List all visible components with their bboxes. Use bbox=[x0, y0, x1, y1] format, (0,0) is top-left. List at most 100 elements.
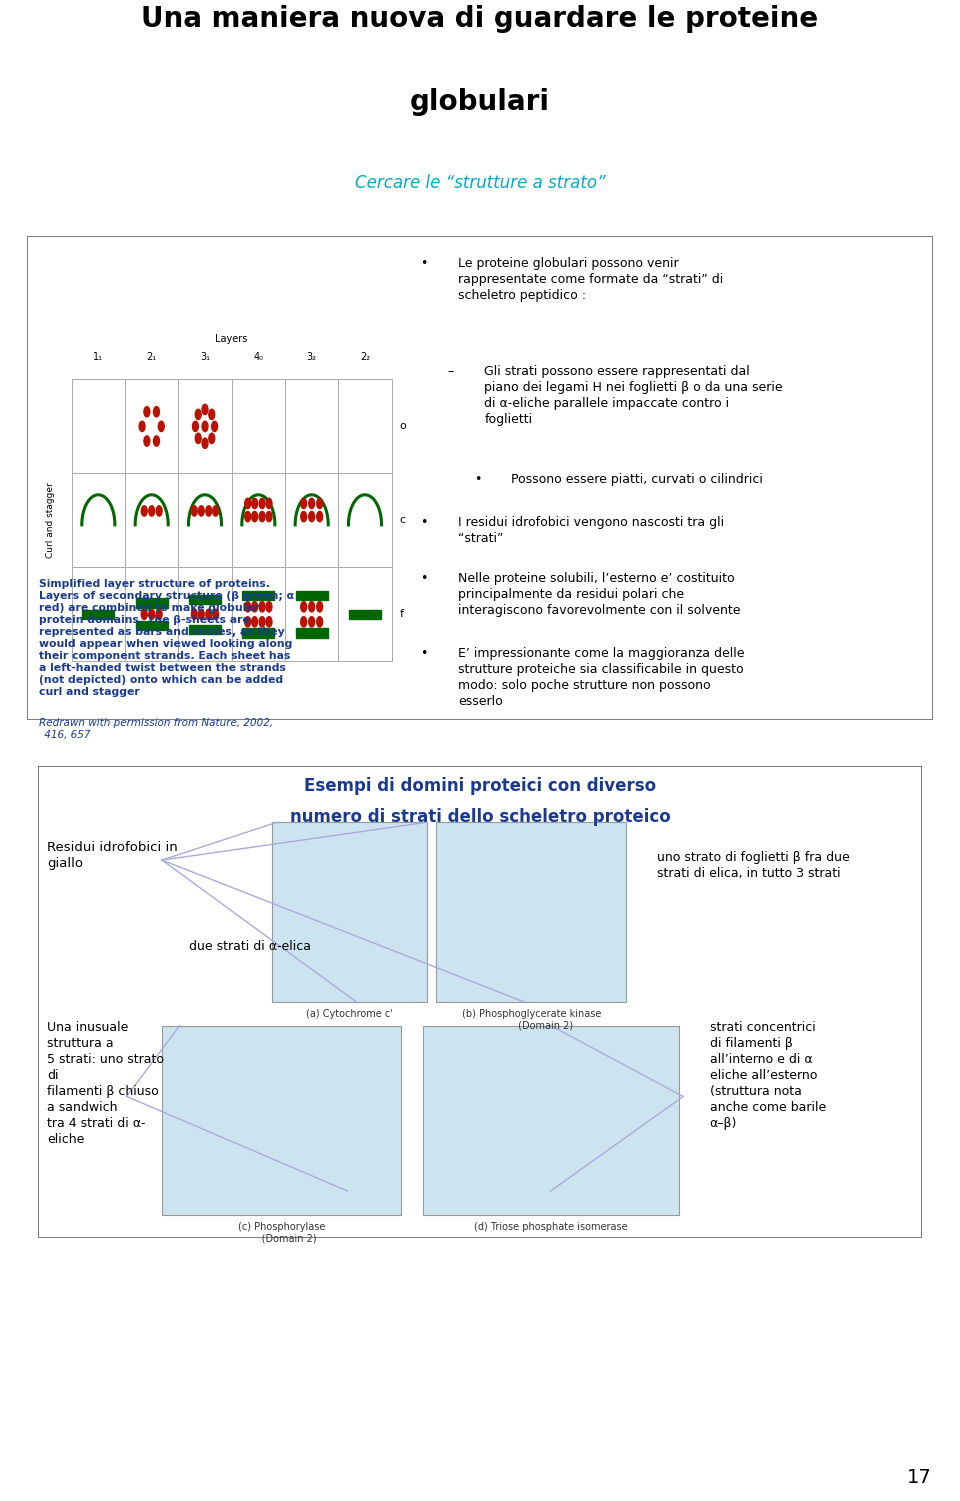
Text: c: c bbox=[399, 515, 406, 525]
Circle shape bbox=[144, 407, 150, 417]
Circle shape bbox=[158, 422, 164, 432]
Text: 17: 17 bbox=[906, 1468, 931, 1487]
Text: f: f bbox=[399, 609, 404, 620]
Bar bbox=[135, 621, 168, 630]
Circle shape bbox=[144, 435, 150, 446]
Text: 3₂: 3₂ bbox=[306, 353, 317, 363]
Circle shape bbox=[245, 512, 251, 522]
Bar bbox=[242, 629, 275, 638]
Bar bbox=[231, 380, 285, 473]
Bar bbox=[125, 473, 179, 567]
Circle shape bbox=[252, 512, 257, 522]
Bar bbox=[231, 567, 285, 662]
Circle shape bbox=[139, 422, 145, 432]
Circle shape bbox=[245, 498, 251, 509]
Circle shape bbox=[149, 609, 155, 620]
Text: o: o bbox=[399, 422, 406, 431]
Text: Esempi di domini proteici con diverso: Esempi di domini proteici con diverso bbox=[304, 778, 656, 796]
Circle shape bbox=[309, 602, 315, 612]
Text: 2₁: 2₁ bbox=[147, 353, 156, 363]
Bar bbox=[189, 624, 221, 633]
Bar bbox=[285, 473, 338, 567]
Bar bbox=[231, 473, 285, 567]
Circle shape bbox=[266, 617, 272, 627]
Text: Una inusuale
struttura a
5 strati: uno strato
di
filamenti β chiuso
a sandwich
t: Una inusuale struttura a 5 strati: uno s… bbox=[47, 1021, 164, 1145]
Text: (d) Triose phosphate isomerase: (d) Triose phosphate isomerase bbox=[474, 1222, 628, 1232]
Circle shape bbox=[317, 498, 323, 509]
Circle shape bbox=[300, 512, 306, 522]
Circle shape bbox=[317, 602, 323, 612]
Bar bbox=[72, 473, 125, 567]
Circle shape bbox=[213, 609, 219, 620]
Circle shape bbox=[266, 512, 272, 522]
Text: –: – bbox=[447, 365, 453, 378]
Text: Layers: Layers bbox=[215, 333, 248, 344]
Circle shape bbox=[245, 602, 251, 612]
Text: Nelle proteine solubili, l’esterno e’ costituito
principalmente da residui polar: Nelle proteine solubili, l’esterno e’ co… bbox=[458, 572, 740, 617]
Circle shape bbox=[154, 435, 159, 446]
Bar bbox=[296, 591, 327, 600]
Circle shape bbox=[141, 506, 147, 516]
Circle shape bbox=[259, 512, 265, 522]
Text: uno strato di foglietti β fra due
strati di elica, in tutto 3 strati: uno strato di foglietti β fra due strati… bbox=[657, 851, 850, 880]
Text: 2₂: 2₂ bbox=[360, 353, 370, 363]
Circle shape bbox=[300, 617, 306, 627]
Circle shape bbox=[149, 506, 155, 516]
Circle shape bbox=[203, 438, 208, 449]
Text: •: • bbox=[420, 647, 428, 660]
Text: E’ impressionante come la maggioranza delle
strutture proteiche sia classificabi: E’ impressionante come la maggioranza de… bbox=[458, 647, 744, 708]
Circle shape bbox=[199, 506, 204, 516]
Circle shape bbox=[199, 609, 204, 620]
Text: •: • bbox=[420, 572, 428, 585]
Circle shape bbox=[317, 617, 323, 627]
Circle shape bbox=[259, 617, 265, 627]
Bar bbox=[338, 380, 392, 473]
Circle shape bbox=[156, 609, 162, 620]
Text: due strati di α-elica: due strati di α-elica bbox=[188, 941, 310, 953]
Circle shape bbox=[192, 422, 199, 432]
Text: Residui idrofobici in
giallo: Residui idrofobici in giallo bbox=[47, 841, 178, 871]
Circle shape bbox=[266, 498, 272, 509]
Text: strati concentrici
di filamenti β
all’interno e di α
eliche all’esterno
(struttu: strati concentrici di filamenti β all’in… bbox=[709, 1021, 826, 1130]
Bar bbox=[179, 380, 231, 473]
Bar bbox=[83, 609, 114, 618]
Bar bbox=[296, 629, 327, 638]
Circle shape bbox=[156, 506, 162, 516]
Circle shape bbox=[205, 506, 212, 516]
Circle shape bbox=[141, 609, 147, 620]
Text: (a) Cytochrome c': (a) Cytochrome c' bbox=[306, 1009, 393, 1019]
Text: (c) Phosphorylase
     (Domain 2): (c) Phosphorylase (Domain 2) bbox=[237, 1222, 325, 1243]
Bar bbox=[179, 567, 231, 662]
Circle shape bbox=[259, 602, 265, 612]
Circle shape bbox=[154, 407, 159, 417]
Circle shape bbox=[309, 498, 315, 509]
Circle shape bbox=[245, 617, 251, 627]
Bar bbox=[125, 567, 179, 662]
Circle shape bbox=[191, 609, 198, 620]
Bar bbox=[125, 380, 179, 473]
Bar bbox=[162, 1025, 400, 1214]
Circle shape bbox=[212, 422, 218, 432]
Circle shape bbox=[309, 512, 315, 522]
Bar bbox=[242, 591, 275, 600]
Text: Possono essere piatti, curvati o cilindrici: Possono essere piatti, curvati o cilindr… bbox=[511, 473, 763, 486]
Circle shape bbox=[266, 602, 272, 612]
Circle shape bbox=[195, 410, 202, 420]
Circle shape bbox=[300, 602, 306, 612]
Bar bbox=[349, 609, 381, 618]
Text: 4₀: 4₀ bbox=[253, 353, 263, 363]
Text: I residui idrofobici vengono nascosti tra gli
“strati”: I residui idrofobici vengono nascosti tr… bbox=[458, 516, 724, 545]
Bar bbox=[338, 473, 392, 567]
Bar bbox=[436, 823, 626, 1003]
Text: Cercare le “strutture a strato”: Cercare le “strutture a strato” bbox=[354, 174, 606, 192]
Circle shape bbox=[203, 404, 208, 414]
Circle shape bbox=[205, 609, 212, 620]
Bar bbox=[285, 567, 338, 662]
Circle shape bbox=[309, 617, 315, 627]
Circle shape bbox=[259, 498, 265, 509]
Bar bbox=[72, 567, 125, 662]
Circle shape bbox=[252, 617, 257, 627]
Text: •: • bbox=[420, 516, 428, 528]
Circle shape bbox=[209, 434, 215, 443]
Bar bbox=[179, 473, 231, 567]
